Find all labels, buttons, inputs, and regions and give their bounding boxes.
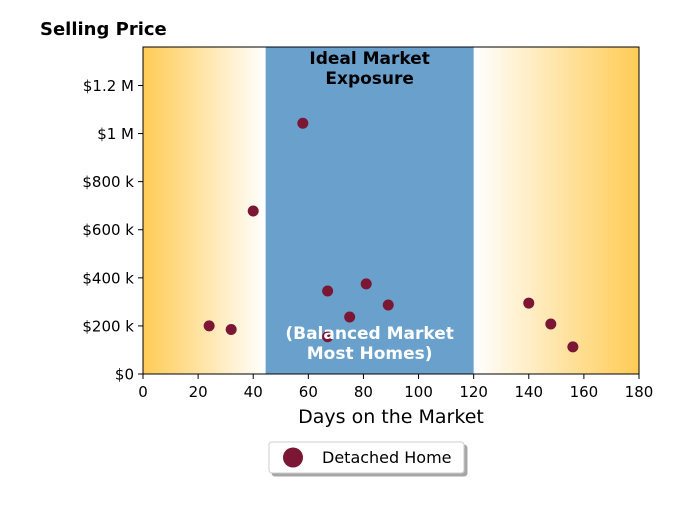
y-tick-label: $600 k xyxy=(82,221,134,239)
data-point xyxy=(322,331,334,343)
axes xyxy=(142,46,640,375)
data-points xyxy=(203,117,579,353)
data-point xyxy=(382,299,394,311)
left-gradient-zone xyxy=(143,47,266,374)
y-tick-label: $0 xyxy=(115,366,134,384)
plot-background xyxy=(143,47,639,374)
x-tick-label: 80 xyxy=(354,383,373,401)
x-axis-title: Days on the Market xyxy=(298,406,484,428)
data-point xyxy=(360,278,372,290)
x-tick-label: 0 xyxy=(138,383,148,401)
plot-frame xyxy=(142,46,640,375)
data-point xyxy=(247,205,259,217)
x-tick-label: 160 xyxy=(570,383,599,401)
data-point xyxy=(344,311,356,323)
tick-marks: 0 20 40 60 80 100 120 140 160 180 $0 $200 k $400 k $6… xyxy=(82,77,653,401)
x-tick-label: 100 xyxy=(404,383,433,401)
x-tick-label: 140 xyxy=(514,383,543,401)
x-tick-label: 40 xyxy=(244,383,263,401)
band-rect xyxy=(265,47,474,374)
y-tick-label: $200 k xyxy=(82,317,134,335)
data-point xyxy=(297,117,309,129)
chart-title: Selling Price xyxy=(40,19,167,40)
data-point xyxy=(545,318,557,330)
data-point xyxy=(203,320,215,332)
y-tick-label: $1 M xyxy=(97,125,134,143)
band-title-line: Ideal Market xyxy=(309,49,430,69)
legend: Detached Home xyxy=(268,441,465,474)
legend-marker xyxy=(283,447,303,468)
data-point xyxy=(225,324,237,336)
x-tick-label: 120 xyxy=(459,383,488,401)
band-subtitle-line: (Balanced Market xyxy=(285,324,454,344)
band-title-line: Exposure xyxy=(325,69,414,89)
ideal-market-band xyxy=(265,47,474,374)
data-point xyxy=(567,341,579,353)
y-tick-label: $400 k xyxy=(82,269,134,287)
y-tick-label: $1.2 M xyxy=(83,77,134,95)
legend-label: Detached Home xyxy=(322,448,452,467)
data-point xyxy=(523,297,535,309)
x-tick-label: 20 xyxy=(189,383,208,401)
legend-box xyxy=(268,441,465,474)
band-subtitle-line: Most Homes) xyxy=(307,344,433,364)
data-point xyxy=(322,285,334,297)
y-tick-label: $800 k xyxy=(82,173,134,191)
right-gradient-zone xyxy=(473,47,639,374)
x-tick-label: 180 xyxy=(625,383,654,401)
x-tick-label: 60 xyxy=(299,383,318,401)
